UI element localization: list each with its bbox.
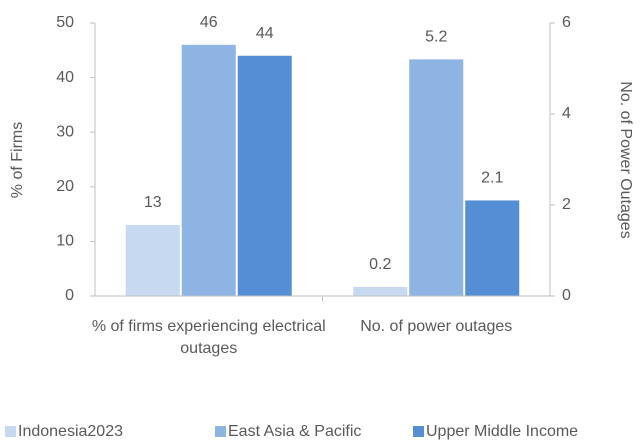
y-axis-label: % of Firms: [9, 122, 26, 198]
data-label: 5.2: [425, 29, 447, 46]
y2-tick-label: 2: [562, 196, 571, 213]
y-tick-label: 40: [56, 69, 74, 86]
y2-tick-label: 6: [562, 14, 571, 31]
y-tick-label: 20: [56, 178, 74, 195]
y-tick-label: 50: [56, 14, 74, 31]
legend-swatch: [215, 426, 226, 437]
y-tick-label: 0: [65, 287, 74, 304]
data-label: 2.1: [481, 170, 503, 187]
x-tick-label: % of firms experiencing electrical outag…: [91, 318, 326, 357]
data-label: 13: [144, 194, 162, 211]
bar: [353, 286, 408, 296]
y2-tick-label: 0: [562, 287, 571, 304]
legend-swatch: [5, 426, 16, 437]
legend-label: Upper Middle Income: [426, 423, 578, 440]
bar: [125, 225, 180, 296]
legend-swatch: [413, 426, 424, 437]
y-tick-label: 30: [56, 123, 74, 140]
bar: [237, 55, 292, 297]
bar: [465, 200, 520, 296]
legend-label: East Asia & Pacific: [228, 423, 361, 440]
y2-tick-label: 4: [562, 105, 571, 122]
data-label: 46: [200, 14, 218, 31]
y2-axis-label: No. of Power Outages: [617, 81, 634, 238]
y-tick-label: 10: [56, 233, 74, 250]
data-label: 44: [256, 25, 274, 42]
bar: [181, 44, 236, 297]
bar: [409, 59, 464, 297]
data-label: 0.2: [369, 256, 391, 273]
x-tick-label: No. of power outages: [360, 318, 513, 335]
legend-label: Indonesia2023: [18, 423, 123, 440]
